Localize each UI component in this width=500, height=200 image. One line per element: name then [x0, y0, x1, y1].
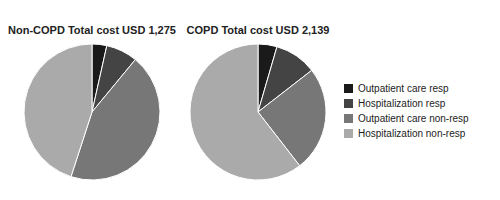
pie-slice [24, 44, 92, 177]
legend-item: Outpatient care non-resp [344, 113, 469, 124]
chart-title: COPD Total cost USD 2,139 [187, 24, 330, 36]
chart-root: Non-COPD Total cost USD 1,275 COPD Total … [0, 0, 500, 200]
legend-swatch [344, 129, 353, 138]
legend-swatch [344, 99, 353, 108]
pie-slice [190, 44, 300, 180]
legend: Outpatient care resp Hospitalization resp… [344, 83, 469, 139]
pie [24, 44, 160, 180]
chart-title: Non-COPD Total cost USD 1,275 [8, 24, 176, 36]
pie [190, 44, 326, 180]
legend-label: Hospitalization non-resp [358, 128, 466, 139]
legend-item: Hospitalization resp [344, 98, 446, 109]
legend-label: Outpatient care resp [358, 83, 449, 94]
legend-swatch [344, 84, 353, 93]
legend-item: Hospitalization non-resp [344, 128, 466, 139]
legend-label: Hospitalization resp [358, 98, 446, 109]
legend-item: Outpatient care resp [344, 83, 449, 94]
legend-swatch [344, 114, 353, 123]
legend-label: Outpatient care non-resp [358, 113, 469, 124]
